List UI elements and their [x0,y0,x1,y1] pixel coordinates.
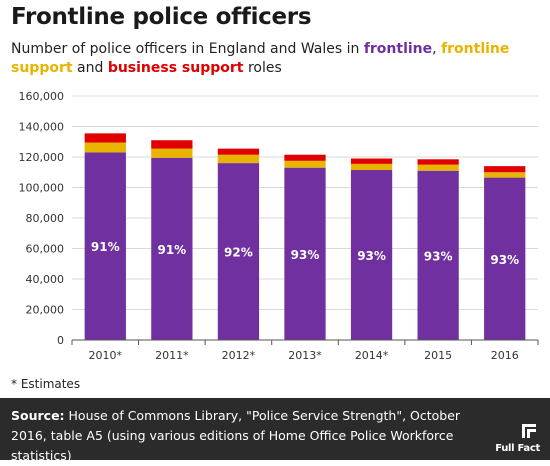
x-tick-label: 2012* [222,349,256,362]
data-label: 92% [224,246,253,260]
stacked-bar-chart: 0 20,000 40,000 60,000 80,000 100,000 120,000 1… [19,90,539,362]
bar-segment-frontline-support [84,142,126,153]
y-tick-label: 20,000 [26,304,65,317]
data-label: 91% [157,243,186,257]
y-tick-label: 60,000 [26,243,65,256]
source-label: Source: [11,408,65,423]
x-tick-label: 2013* [288,349,322,362]
y-tick-label: 140,000 [19,121,65,134]
bar-segment-business-support [350,158,393,164]
subtitle-suffix: roles [243,60,282,76]
y-tick-label: 120,000 [19,151,65,164]
bar-segment-frontline-support [151,148,193,158]
y-tick-label: 0 [57,334,64,347]
source-text: Source: House of Commons Library, "Polic… [11,406,481,466]
full-fact-logo: Full Fact [486,424,540,454]
bar-segment-business-support [284,154,326,161]
bar-segment-frontline-support [350,163,393,170]
bar-segment-frontline-support [417,164,459,171]
bar-segment-frontline [350,169,393,340]
bar-segment-frontline [284,167,326,340]
x-tick-label: 2011* [155,349,189,362]
bar-segment-business-support [84,133,126,143]
footnote: * Estimates [11,377,81,391]
bar-segment-frontline [151,157,193,340]
y-tick-label: 160,000 [19,90,65,103]
chart-subtitle: Number of police officers in England and… [11,40,541,78]
data-label: 93% [490,253,519,267]
chart-title: Frontline police officers [11,4,312,30]
logo-text: Full Fact [495,443,540,454]
source-footer: Source: House of Commons Library, "Polic… [0,398,550,463]
bar-segment-frontline-support [484,172,526,178]
y-tick-label: 80,000 [26,212,65,225]
bar-segment-frontline [84,152,126,340]
data-label: 91% [91,240,120,254]
bar-segment-frontline-support [284,160,326,168]
x-tick-label: 2015 [424,349,452,362]
subtitle-frontline-support: frontline support [11,41,510,76]
bar-segment-business-support [151,140,193,149]
bar-segment-frontline [484,177,526,340]
data-label: 93% [291,248,320,262]
y-tick-label: 40,000 [26,273,65,286]
bar-segment-frontline-support [217,154,260,164]
subtitle-comma: , [432,41,442,57]
x-tick-label: 2010* [89,349,123,362]
subtitle-prefix: Number of police officers in England and… [11,41,364,57]
subtitle-frontline: frontline [363,41,433,57]
bar-segment-business-support [417,159,459,165]
logo-mark-icon [522,424,536,438]
bar-segment-business-support [217,148,260,155]
subtitle-business-support: business support [107,60,244,76]
x-tick-label: 2016 [491,349,519,362]
x-tick-label: 2014* [355,349,389,362]
bar-segment-frontline [417,170,459,340]
data-label: 93% [424,249,453,263]
data-label: 93% [357,249,386,263]
source-body: House of Commons Library, "Police Servic… [11,408,461,463]
y-tick-label: 100,000 [19,182,65,195]
bar-segment-business-support [484,166,526,173]
bar-segment-frontline [217,163,260,340]
subtitle-and: and [72,60,108,76]
